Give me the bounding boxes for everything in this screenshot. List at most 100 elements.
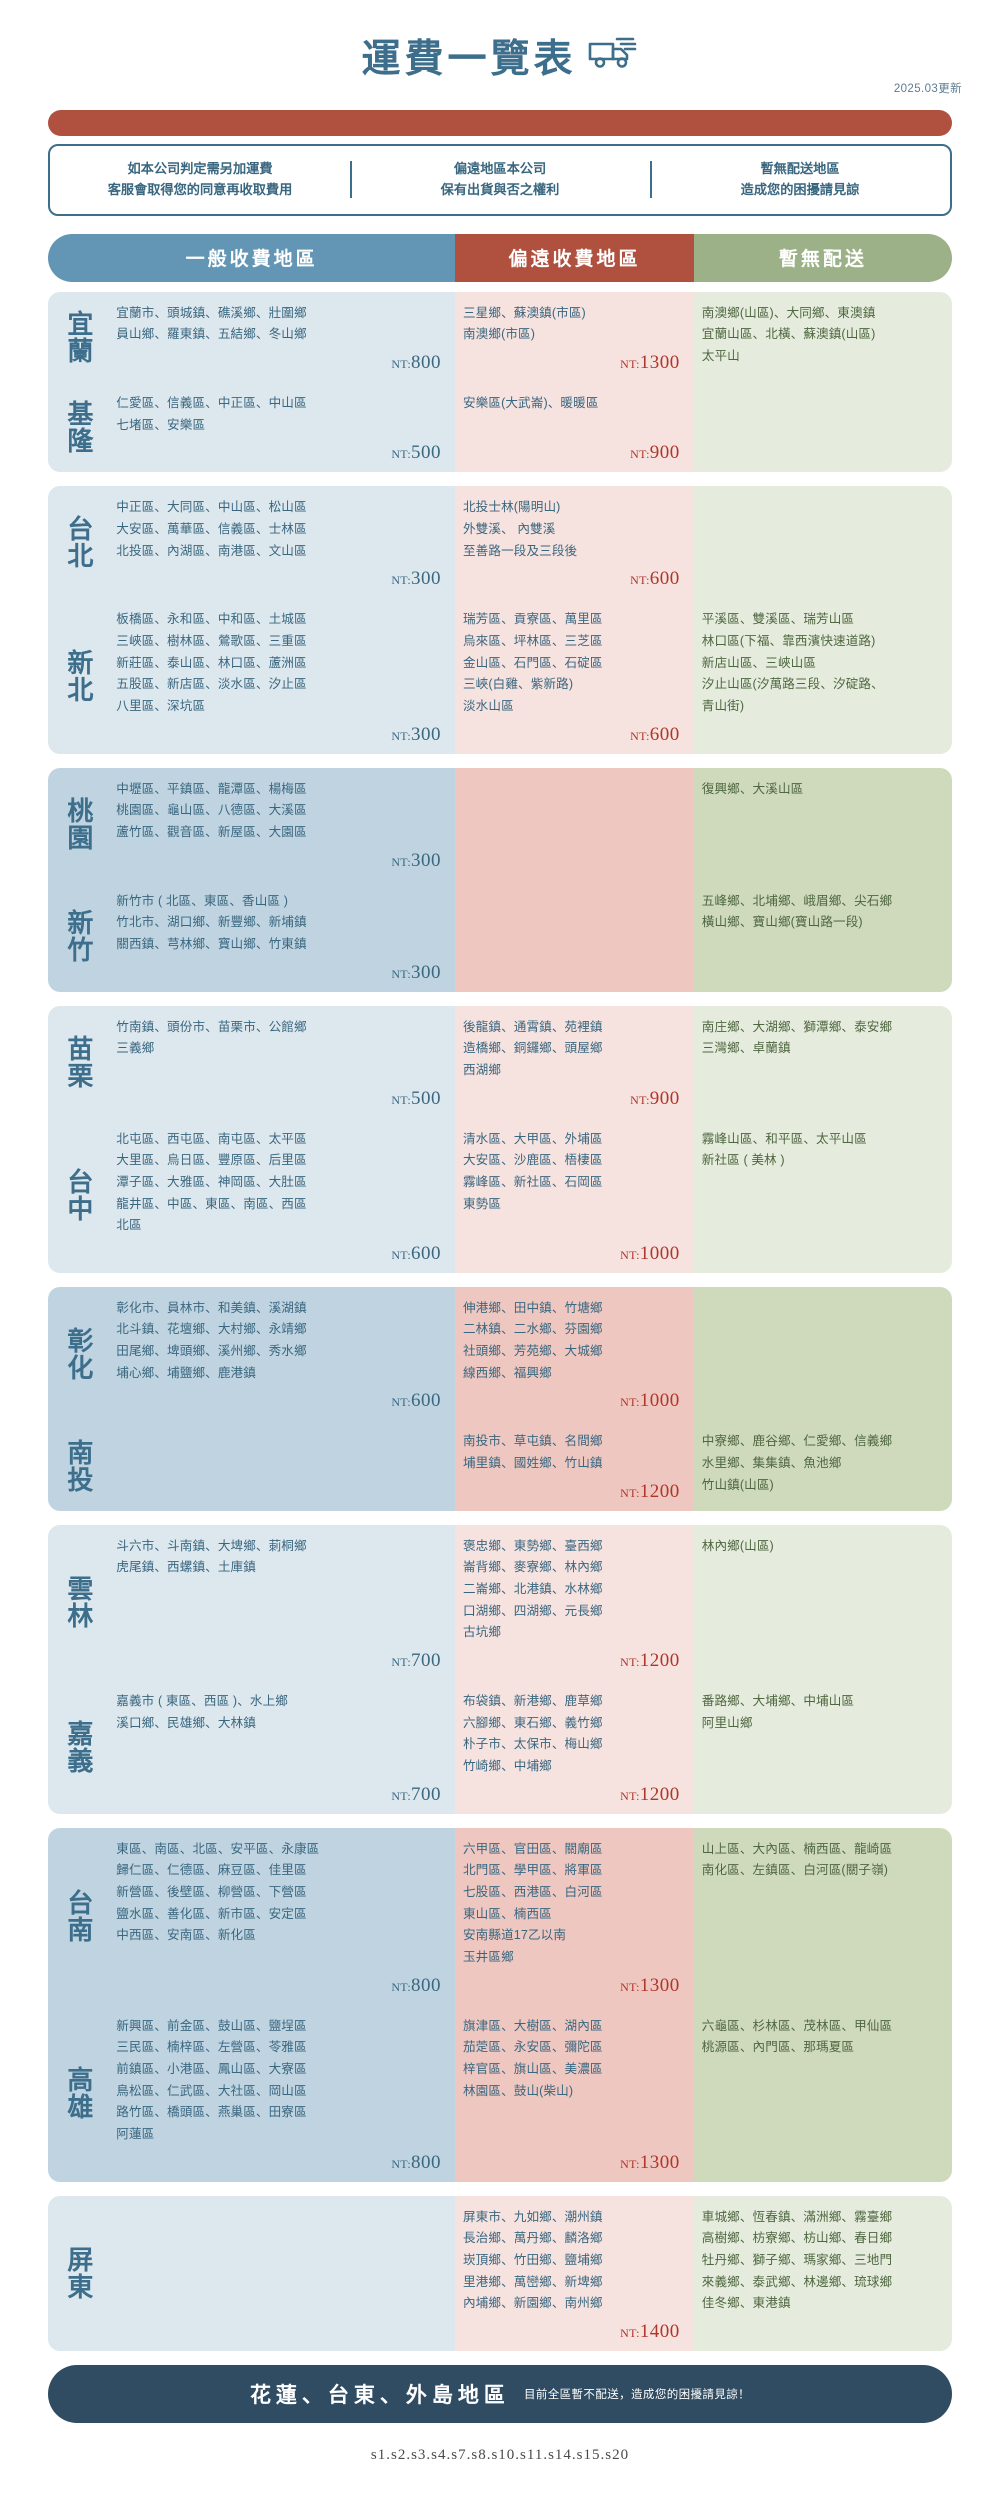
cell-normal: [108, 1420, 455, 1511]
area-line: 竹南鎮、頭份市、苗栗市、公館鄉: [116, 1019, 307, 1034]
area-line: 淡水山區: [462, 698, 514, 713]
area-line: 北屯區、西屯區、南屯區、太平區: [116, 1131, 307, 1146]
area-line: 東勢區: [462, 1196, 502, 1211]
notice-remote-right: 偏遠地區本公司 保有出貨與否之權利: [350, 158, 650, 201]
price-value: 300: [410, 568, 441, 590]
area-list: 安樂區(大武崙)、暖暖區: [463, 393, 680, 436]
notice-line: 造成您的困擾請見諒: [740, 182, 860, 198]
area-list: 竹南鎮、頭份市、苗栗市、公館鄉 三義鄉: [116, 1017, 441, 1082]
area-line: 新竹市 ( 北區、東區、香山區 ): [116, 893, 288, 908]
area-line: 林園區、鼓山(柴山): [462, 2083, 574, 2098]
area-list: 六甲區、官田區、關廟區 北門區、學甲區、將軍區 七股區、西港區、白河區 東山區、楠西區…: [463, 1839, 680, 1969]
region-name-cell: 台南: [48, 1827, 109, 2005]
region-name: 彰化: [63, 1326, 93, 1381]
cell-normal: 宜蘭市、頭城鎮、礁溪鄉、壯圍鄉 員山鄉、羅東鎮、五結鄉、冬山鄉 NT:800: [108, 291, 455, 383]
area-line: 南化區、左鎮區、白河區(關子嶺): [701, 1863, 889, 1878]
table-row: 屏東 屏東市、九如鄉、潮州鎮 長治鄉、萬丹鄉、麟洛鄉 崁頂鄉、竹田鄉、鹽埔鄉 里港鄉、萬…: [48, 2195, 952, 2351]
region-name-cell: 雲林: [48, 1524, 109, 1681]
price-value: 1000: [639, 1390, 680, 1412]
table-row: 新竹 新竹市 ( 北區、東區、香山區 ) 竹北市、湖口鄉、新豐鄉、新埔鎮 關西鎮、芎林…: [48, 879, 952, 992]
currency-prefix: NT:: [391, 1395, 411, 1410]
price-label: NT:1400: [463, 2321, 680, 2343]
area-line: 宜蘭山區、北橫、蘇澳鎮(山區): [701, 327, 876, 342]
area-line: 員山鄉、羅東鎮、五結鄉、冬山鄉: [116, 327, 307, 342]
table-row: 台中 北屯區、西屯區、南屯區、太平區 大里區、烏日區、豐原區、后里區 潭子區、大雅區、…: [48, 1117, 952, 1273]
price-value: 600: [649, 723, 680, 745]
cell-normal: 新興區、前金區、鼓山區、鹽埕區 三民區、楠梓區、左營區、苓雅區 前鎮區、小港區、鳳山…: [108, 2004, 455, 2182]
cell-remote: 安樂區(大武崙)、暖暖區 NT:900: [454, 382, 694, 473]
area-line: 新社區 ( 美林 ): [701, 1153, 785, 1168]
footer-no-delivery-banner: 花蓮、台東、外島地區 目前全區暫不配送，造成您的困擾請見諒！: [48, 2364, 952, 2423]
area-line: 內埔鄉、新園鄉、南州鄉: [462, 2296, 603, 2311]
area-line: 霧峰山區、和平區、太平山區: [701, 1131, 867, 1146]
area-line: 橫山鄉、寶山鄉(寶山路一段): [701, 915, 863, 930]
area-list: 北屯區、西屯區、南屯區、太平區 大里區、烏日區、豐原區、后里區 潭子區、大雅區、神岡…: [116, 1129, 441, 1237]
currency-prefix: NT:: [620, 2156, 640, 2171]
region-name-cell: 基隆: [48, 382, 109, 473]
area-line: 鳥松區、仁武區、大社區、岡山區: [116, 2083, 307, 2098]
price-label: NT:700: [116, 1650, 441, 1672]
area-list: 嘉義市 ( 東區、西區 )、水上鄉 溪口鄉、民雄鄉、大林鎮: [116, 1691, 441, 1778]
area-line: 北投士林(陽明山): [462, 500, 561, 515]
cell-remote: 北投士林(陽明山) 外雙溪、 內雙溪 至善路一段及三段後 NT:600: [454, 486, 694, 599]
price-value: 600: [410, 1242, 441, 1264]
area-list: 伸港鄉、田中鎮、竹塘鄉 二林鎮、二水鄉、芬園鄉 社頭鄉、芳苑鄉、大城鄉 線西鄉、福興鄉: [463, 1298, 680, 1385]
cell-none: 山上區、大內區、楠西區、龍崎區 南化區、左鎮區、白河區(關子嶺): [693, 1827, 952, 2005]
area-list: 布袋鎮、新港鄉、鹿草鄉 六腳鄉、東石鄉、義竹鄉 朴子市、太保市、梅山鄉 竹崎鄉、中埔鄉: [463, 1691, 680, 1778]
cell-none: 車城鄉、恆春鎮、滿洲鄉、霧臺鄉 高樹鄉、枋寮鄉、枋山鄉、春日鄉 牡丹鄉、獅子鄉、瑪家…: [693, 2195, 952, 2351]
region-group: 屏東 屏東市、九如鄉、潮州鎮 長治鄉、萬丹鄉、麟洛鄉 崁頂鄉、竹田鄉、鹽埔鄉 里港鄉、萬…: [48, 2195, 952, 2351]
area-list: 平溪區、雙溪區、瑞芳山區 林口區(下福、靠西濱快速道路) 新店山區、三峽山區 汐止山區…: [702, 609, 938, 745]
price-label: NT:1200: [463, 1784, 680, 1806]
cell-normal: 板橋區、永和區、中和區、土城區 三峽區、樹林區、鶯歌區、三重區 新莊區、泰山區、林口…: [108, 598, 455, 754]
price-value: 700: [410, 1783, 441, 1805]
area-line: 青山街): [701, 698, 745, 713]
area-line: 龍井區、中區、東區、南區、西區: [116, 1196, 307, 1211]
area-line: 竹山鎮(山區): [701, 1477, 774, 1492]
cell-remote: 三星鄉、蘇澳鎮(市區) 南澳鄉(市區) NT:1300: [454, 291, 694, 383]
currency-prefix: NT:: [391, 357, 411, 372]
area-line: 阿蓮區: [116, 2126, 155, 2141]
region-name: 南投: [63, 1438, 93, 1493]
region-group: 台南 東區、南區、北區、安平區、永康區 歸仁區、仁德區、麻豆區、佳里區 新營區、後壁區…: [48, 1827, 952, 2182]
price-label: NT:300: [116, 568, 441, 590]
cell-remote: [454, 767, 694, 880]
area-line: 水里鄉、集集鎮、魚池鄉: [701, 1456, 842, 1471]
area-line: 三義鄉: [116, 1041, 155, 1056]
area-list: 新竹市 ( 北區、東區、香山區 ) 竹北市、湖口鄉、新豐鄉、新埔鎮 關西鎮、芎林鄉、…: [116, 891, 441, 956]
area-line: 復興鄉、大溪山區: [701, 781, 804, 796]
area-list: 南澳鄉(山區)、大同鄉、東澳鎮 宜蘭山區、北橫、蘇澳鎮(山區) 太平山: [702, 303, 938, 374]
area-line: 六龜區、杉林區、茂林區、甲仙區: [701, 2018, 893, 2033]
currency-prefix: NT:: [391, 573, 411, 588]
area-line: 里港鄉、萬巒鄉、新埤鄉: [462, 2274, 603, 2289]
area-line: 七股區、西港區、白河區: [462, 1884, 603, 1899]
price-value: 500: [410, 442, 441, 464]
area-line: 金山區、石門區、石碇區: [462, 655, 603, 670]
area-list: 東區、南區、北區、安平區、永康區 歸仁區、仁德區、麻豆區、佳里區 新營區、後壁區、柳…: [116, 1839, 441, 1969]
cell-normal: 東區、南區、北區、安平區、永康區 歸仁區、仁德區、麻豆區、佳里區 新營區、後壁區、柳…: [108, 1827, 455, 2005]
area-line: 鹽水區、善化區、新市區、安定區: [116, 1906, 307, 1921]
area-line: 三峽區、樹林區、鶯歌區、三重區: [116, 634, 307, 648]
currency-prefix: NT:: [391, 447, 411, 462]
table-row: 台北 中正區、大同區、中山區、松山區 大安區、萬華區、信義區、士林區 北投區、內湖區、…: [48, 486, 952, 599]
cell-remote: 屏東市、九如鄉、潮州鎮 長治鄉、萬丹鄉、麟洛鄉 崁頂鄉、竹田鄉、鹽埔鄉 里港鄉、萬巒鄉…: [454, 2195, 694, 2351]
region-name-cell: 宜蘭: [48, 291, 109, 383]
area-line: 番路鄉、大埔鄉、中埔山區: [701, 1694, 855, 1709]
currency-prefix: NT:: [391, 1247, 411, 1262]
area-line: 崁頂鄉、竹田鄉、鹽埔鄉: [462, 2252, 603, 2267]
notice-line: 偏遠地區本公司: [453, 161, 547, 176]
area-line: 竹北市、湖口鄉、新豐鄉、新埔鎮: [116, 915, 307, 930]
currency-prefix: NT:: [620, 1655, 640, 1670]
area-list: 斗六市、斗南鎮、大埤鄉、莿桐鄉 虎尾鎮、西螺鎮、土庫鎮: [116, 1536, 441, 1644]
area-line: 安樂區(大武崙)、暖暖區: [462, 396, 599, 411]
area-list: [463, 779, 680, 872]
region-name: 台北: [63, 515, 93, 570]
update-date: 2025.03更新: [893, 83, 962, 95]
area-line: 三峽(白雞、紫新路): [462, 677, 574, 692]
area-list: 中正區、大同區、中山區、松山區 大安區、萬華區、信義區、士林區 北投區、內湖區、南港…: [116, 497, 441, 562]
area-list: [702, 393, 938, 464]
area-line: 車城鄉、恆春鎮、滿洲鄉、霧臺鄉: [701, 2209, 893, 2224]
table-row: 嘉義 嘉義市 ( 東區、西區 )、水上鄉 溪口鄉、民雄鄉、大林鎮 NT:700 布袋鎮、…: [48, 1680, 952, 1814]
region-group: 彰化 彰化市、員林市、和美鎮、溪湖鎮 北斗鎮、花壇鄉、大村鄉、永靖鄉 田尾鄉、埤頭鄉、…: [48, 1286, 952, 1511]
area-line: 崙背鄉、麥寮鄉、林內鄉: [462, 1560, 603, 1575]
price-value: 300: [410, 723, 441, 745]
